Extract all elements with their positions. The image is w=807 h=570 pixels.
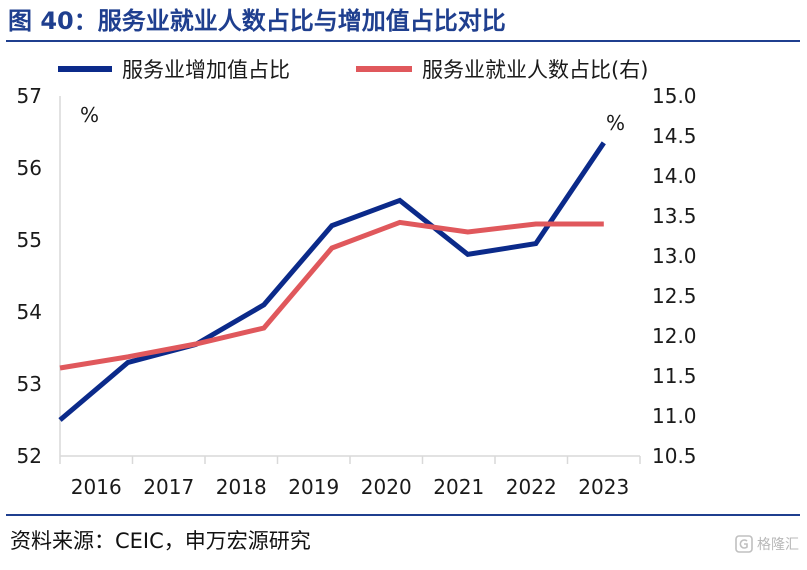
chart-legend: 服务业增加值占比 服务业就业人数占比(右)	[58, 58, 648, 82]
x-tick-label-2022: 2022	[506, 475, 557, 499]
left-tick-label-56: 56	[17, 156, 42, 180]
right-tick-label-13.0: 13.0	[652, 244, 697, 268]
watermark-logo-icon	[735, 535, 753, 553]
legend-label-employment-share: 服务业就业人数占比(右)	[422, 58, 648, 82]
right-tick-label-12.0: 12.0	[652, 324, 697, 348]
right-tick-label-14.5: 14.5	[652, 124, 697, 148]
source-divider	[6, 514, 800, 516]
watermark-text: 格隆汇	[757, 537, 799, 553]
left-tick-label-57: 57	[17, 84, 42, 108]
x-tick-label-2017: 2017	[143, 475, 194, 499]
right-tick-label-15.0: 15.0	[652, 84, 697, 108]
x-tick-label-2023: 2023	[578, 475, 629, 499]
left-y-axis: 52 53 54 55 56 57%	[17, 84, 99, 468]
x-tick-label-2020: 2020	[361, 475, 412, 499]
x-tick-label-2016: 2016	[71, 475, 122, 499]
right-tick-label-10.5: 10.5	[652, 444, 697, 468]
title-divider	[6, 40, 800, 42]
series-line-employment-share	[59, 219, 604, 371]
right-tick-label-11.5: 11.5	[652, 364, 697, 388]
x-axis: 2016 2017 2018 2019 2020 2021 2022 2023	[59, 455, 641, 499]
right-axis-unit: %	[606, 111, 625, 135]
right-tick-label-12.5: 12.5	[652, 284, 697, 308]
left-tick-label-55: 55	[17, 228, 42, 252]
left-axis-unit: %	[80, 103, 99, 127]
left-tick-label-52: 52	[17, 444, 42, 468]
right-tick-label-13.5: 13.5	[652, 204, 697, 228]
legend-label-value-added-share: 服务业增加值占比	[122, 58, 290, 82]
right-tick-label-14.0: 14.0	[652, 164, 697, 188]
chart-title: 图 40：服务业就业人数占比与增加值占比对比	[8, 7, 506, 35]
left-tick-label-54: 54	[17, 300, 42, 324]
right-tick-label-11.0: 11.0	[652, 404, 697, 428]
watermark: 格隆汇	[735, 534, 799, 554]
x-tick-label-2018: 2018	[216, 475, 267, 499]
right-y-axis: 10.5 11.0 11.5 12.0 12.5 13.0 13.5 14.0 14.5 15.0…	[606, 84, 697, 468]
series-line-value-added-share	[58, 141, 606, 422]
series-layer	[58, 141, 606, 422]
x-tick-label-2021: 2021	[433, 475, 484, 499]
source-note: 资料来源：CEIC，申万宏源研究	[10, 529, 311, 553]
x-tick-label-2019: 2019	[288, 475, 339, 499]
left-tick-label-53: 53	[17, 372, 42, 396]
